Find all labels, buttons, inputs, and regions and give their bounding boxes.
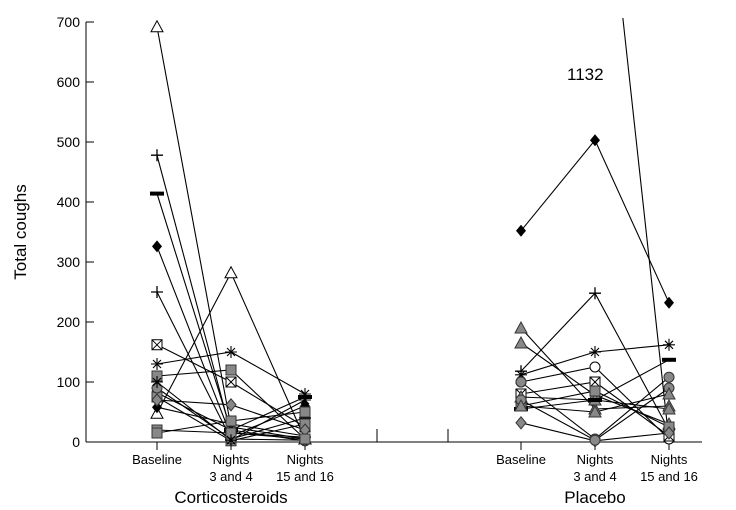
annotation-1132: 1132: [567, 65, 604, 84]
data-point: [299, 394, 311, 406]
y-tick-label: 400: [57, 194, 81, 210]
data-point: [224, 265, 238, 279]
data-point: [225, 415, 237, 427]
data-point: [515, 376, 527, 388]
data-point: [150, 19, 164, 33]
data-point: [663, 371, 675, 383]
data-point: [151, 427, 163, 439]
group-label: Corticosteroids: [174, 488, 287, 507]
data-point: [225, 376, 237, 388]
data-point: [514, 398, 528, 412]
data-point: [151, 393, 163, 407]
data-point: [151, 339, 163, 351]
y-axis-label: Total coughs: [11, 184, 30, 279]
data-point: [588, 398, 602, 402]
data-point: [588, 404, 602, 418]
data-point: [299, 433, 311, 445]
data-point: [151, 358, 163, 370]
x-tick-label: Baseline: [132, 452, 182, 467]
data-point: [590, 134, 600, 147]
data-point: [589, 376, 601, 388]
x-ticks: Baseline Nights 3 and 4 Nights 15 and 16 Cort…: [132, 429, 698, 507]
x-tick-label: Nights 15 and 16: [640, 452, 698, 484]
data-point: [150, 191, 164, 196]
data-point: [514, 335, 528, 349]
data-point: [225, 434, 237, 447]
data-point: [589, 287, 601, 300]
x-tick-label: Baseline: [496, 452, 546, 467]
data-point: [515, 368, 527, 381]
y-tick-label: 300: [57, 254, 81, 270]
group-label: Placebo: [564, 488, 625, 507]
y-tick-label: 700: [57, 14, 81, 30]
data-point: [152, 240, 162, 253]
x-tick-label: Nights 3 and 4: [573, 452, 616, 484]
data-point: [152, 401, 162, 414]
series-line: [622, 17, 670, 441]
data-point: [662, 386, 676, 400]
data-point: [664, 296, 674, 309]
data-point: [589, 361, 601, 373]
y-ticks: 0 100 200 300 400 500 600 700: [57, 14, 94, 450]
data-point: [589, 346, 601, 358]
data-point: [151, 286, 163, 298]
data-point: [663, 338, 675, 351]
data-point: [151, 149, 163, 162]
series-line: [156, 193, 306, 431]
series-line: [156, 155, 306, 438]
data-point: [225, 346, 237, 358]
data-point: [225, 364, 237, 376]
series-markers: [150, 19, 676, 448]
data-point: [589, 385, 601, 397]
y-tick-label: 100: [57, 374, 81, 390]
data-point: [515, 416, 527, 430]
x-tick-label: Nights 3 and 4: [209, 452, 252, 484]
data-point: [225, 398, 237, 412]
data-point: [516, 224, 526, 237]
data-point: [662, 401, 676, 415]
data-point: [589, 434, 601, 446]
data-point: [299, 406, 311, 418]
data-point: [663, 426, 675, 440]
data-point: [662, 357, 676, 362]
x-tick-label: Nights 15 and 16: [276, 452, 334, 484]
y-tick-label: 600: [57, 74, 81, 90]
y-tick-label: 500: [57, 134, 81, 150]
series-line: [520, 139, 670, 304]
y-tick-label: 200: [57, 314, 81, 330]
y-tick-label: 0: [72, 434, 80, 450]
data-point: [151, 376, 163, 388]
data-point: [514, 320, 528, 334]
